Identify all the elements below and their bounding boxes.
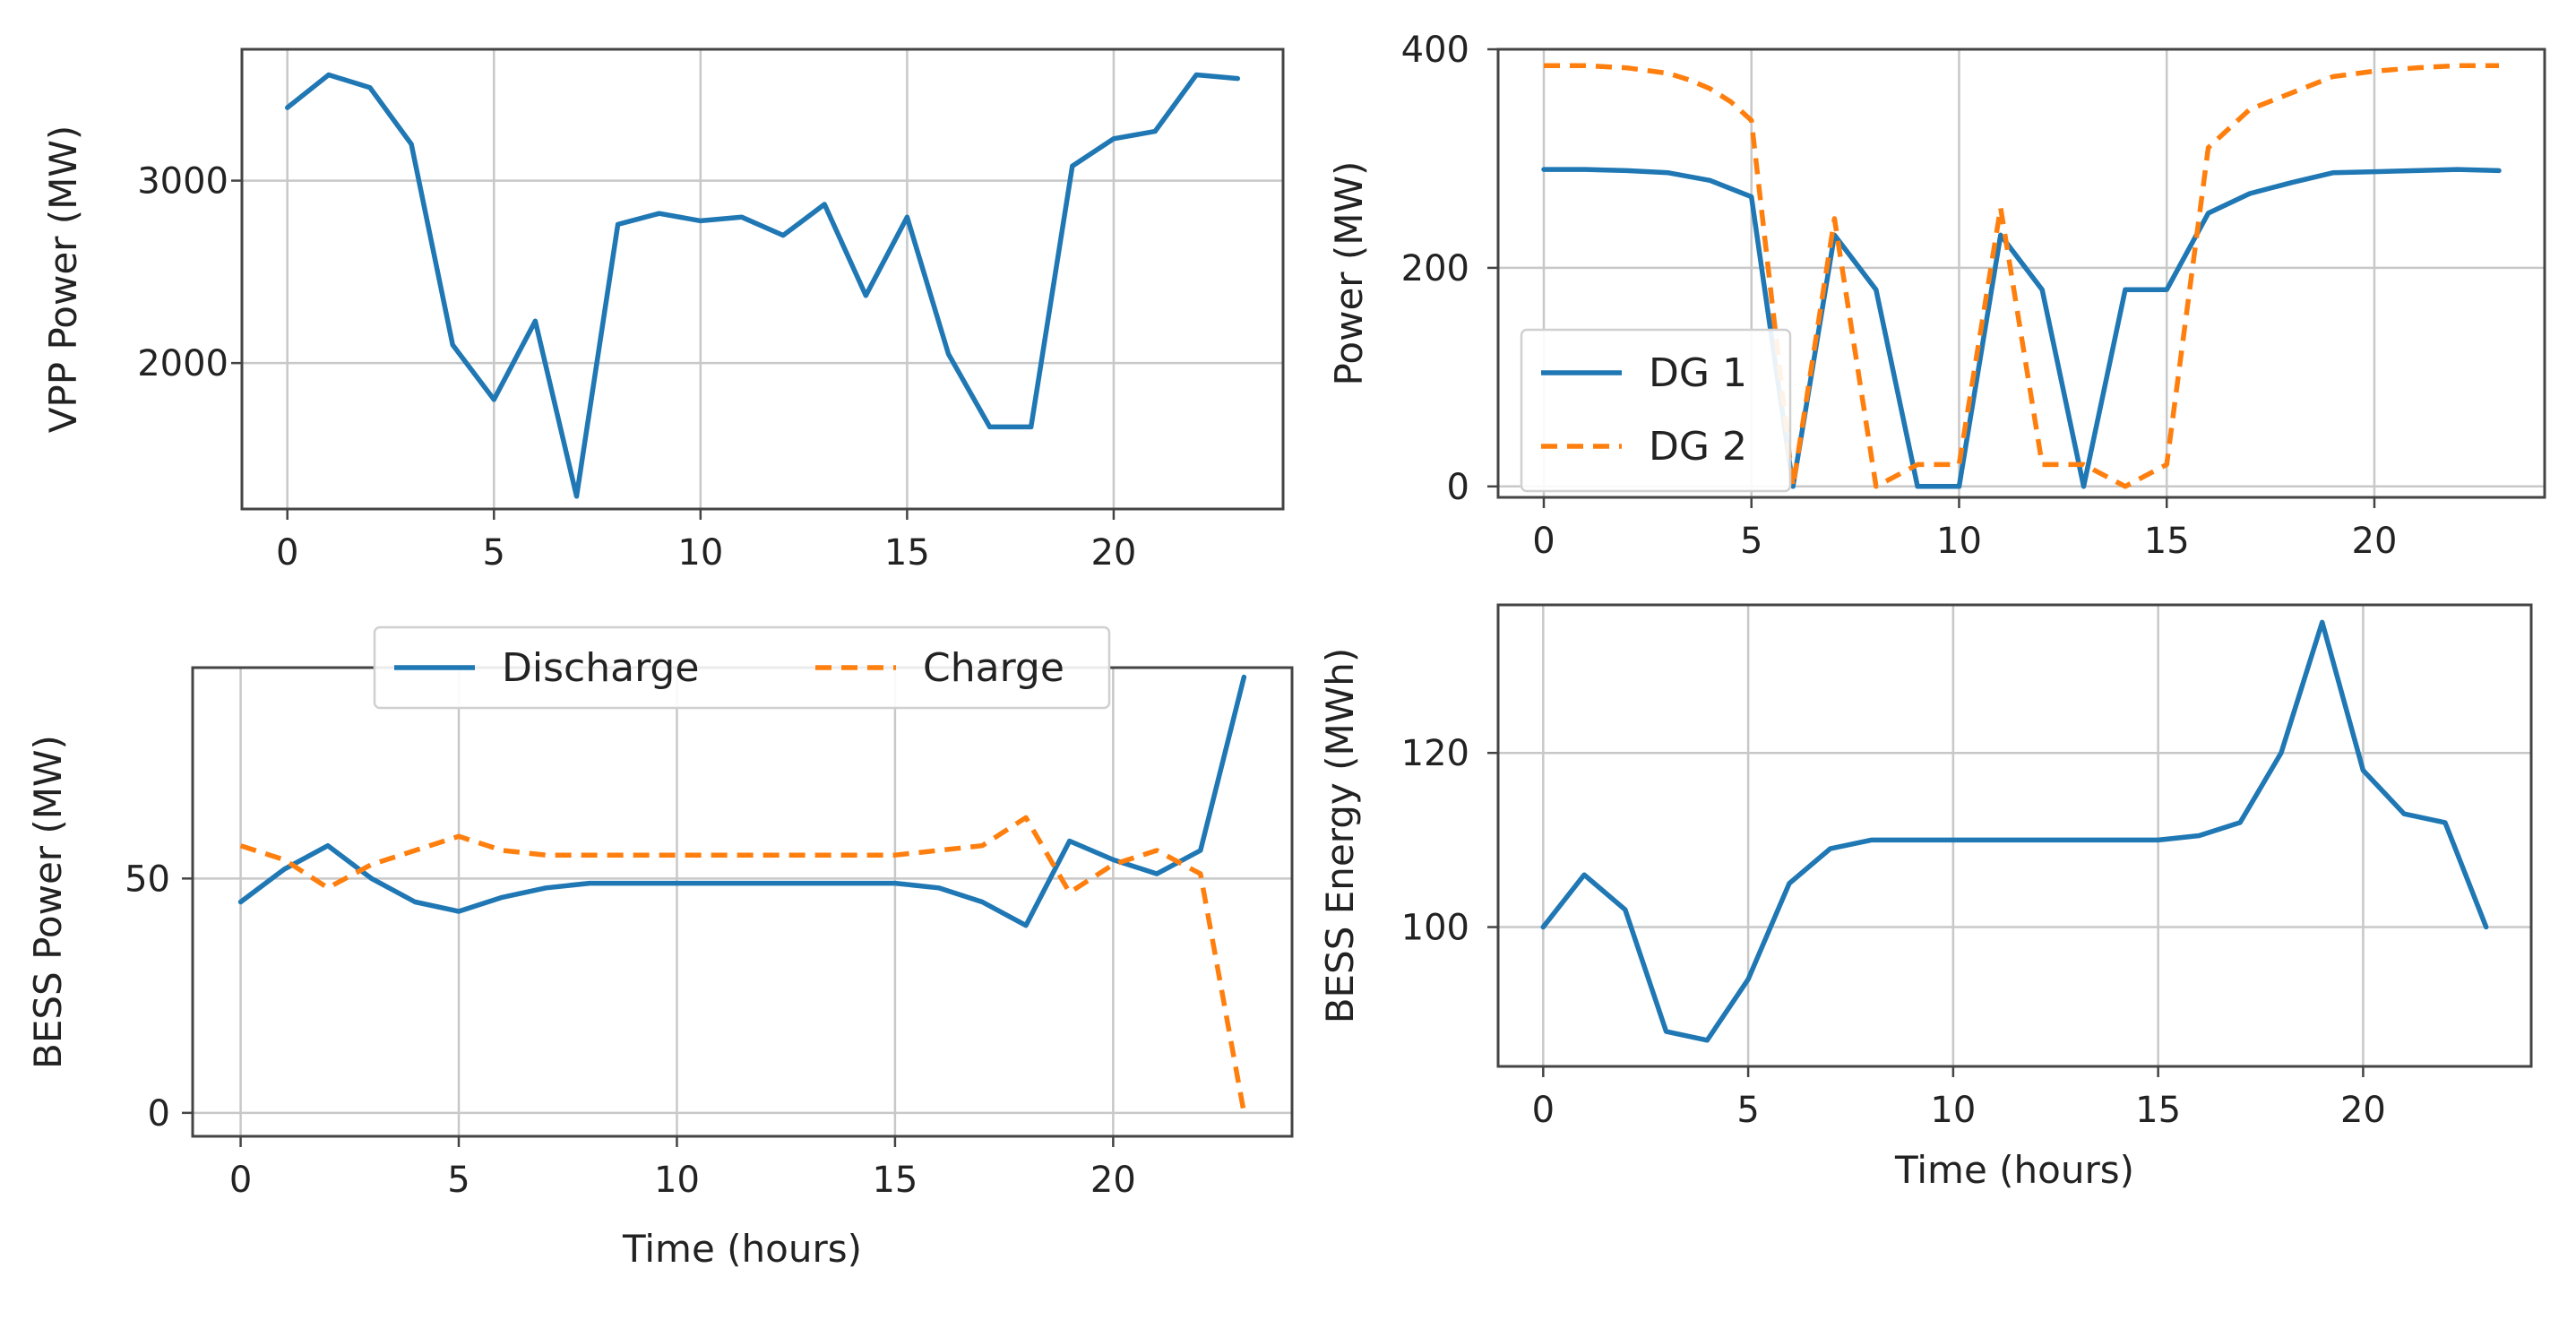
- series-line-discharge: [237, 674, 1247, 928]
- plot-area: [1498, 605, 2531, 1066]
- x-axis-label: Time (hours): [1894, 1148, 2134, 1192]
- x-tick-label: 15: [2144, 521, 2190, 562]
- x-tick-label: 10: [1936, 521, 1982, 562]
- panel-vpp-power: 0 5 10 15 20 2000 3000 VPP Power (MW): [41, 47, 1285, 574]
- panel-bess-energy: 0 5 10 15 20 100 120 BESS Energy (MWh) Time (hou…: [1318, 603, 2533, 1192]
- y-tick-label: 200: [1401, 248, 1469, 289]
- x-tick-label: 20: [1090, 1160, 1136, 1201]
- x-tick-label: 5: [1740, 521, 1762, 562]
- plot-area: [242, 49, 1283, 509]
- x-tick-label: 15: [872, 1160, 918, 1201]
- plot-area: [193, 668, 1292, 1136]
- y-axis-label: BESS Energy (MWh): [1318, 648, 1362, 1024]
- legend: Discharge Charge: [373, 625, 1111, 710]
- legend: DG 1 DG 2: [1520, 328, 1792, 493]
- x-tick-label: 20: [2352, 521, 2398, 562]
- y-tick-label: 100: [1401, 908, 1469, 949]
- x-tick-label: 5: [447, 1160, 470, 1201]
- legend-label: DG 1: [1649, 350, 1747, 396]
- legend-label: Discharge: [502, 645, 699, 691]
- y-axis-label: VPP Power (MW): [41, 125, 85, 434]
- axes-frame: [240, 47, 1285, 511]
- x-tick-label: 15: [884, 532, 930, 574]
- x-tick-label: 0: [1532, 1090, 1555, 1131]
- y-tick-label: 2000: [137, 343, 228, 384]
- x-tick-label: 5: [483, 532, 505, 574]
- x-tick-label: 15: [2135, 1090, 2181, 1131]
- x-tick-label: 20: [2340, 1090, 2386, 1131]
- x-tick-label: 0: [1532, 521, 1555, 562]
- axes-frame: [1496, 603, 2533, 1068]
- axes-frame: [1496, 47, 2546, 499]
- x-tick-label: 10: [677, 532, 723, 574]
- series-line-bess-energy: [1540, 619, 2489, 1043]
- x-tick-label: 5: [1736, 1090, 1759, 1131]
- x-tick-label: 20: [1090, 532, 1136, 574]
- y-tick-label: 120: [1401, 733, 1469, 774]
- x-tick-label: 0: [229, 1160, 252, 1201]
- legend-label: DG 2: [1649, 424, 1747, 470]
- series-line-vpp-power: [284, 72, 1241, 499]
- series-line-dg-1: [1541, 167, 2502, 489]
- legend-box: [373, 625, 1111, 710]
- legend-box: [1520, 328, 1792, 493]
- x-tick-label: 10: [1930, 1090, 1976, 1131]
- y-tick-label: 400: [1401, 30, 1469, 71]
- y-axis-label: BESS Power (MW): [26, 735, 70, 1069]
- x-axis-label: Time (hours): [622, 1227, 862, 1271]
- y-tick-label: 50: [125, 858, 170, 900]
- x-tick-label: 10: [654, 1160, 700, 1201]
- series-line-charge: [239, 815, 1247, 1114]
- y-axis-label: Power (MW): [1327, 161, 1371, 386]
- y-tick-label: 3000: [137, 161, 228, 203]
- y-tick-label: 0: [1447, 467, 1469, 508]
- x-tick-label: 0: [276, 532, 298, 574]
- panel-bess-power: 0 5 10 15 20 0 50 BESS Power (MW) Time (hours) Di…: [26, 625, 1294, 1271]
- legend-label: Charge: [923, 645, 1064, 691]
- y-tick-label: 0: [148, 1093, 170, 1135]
